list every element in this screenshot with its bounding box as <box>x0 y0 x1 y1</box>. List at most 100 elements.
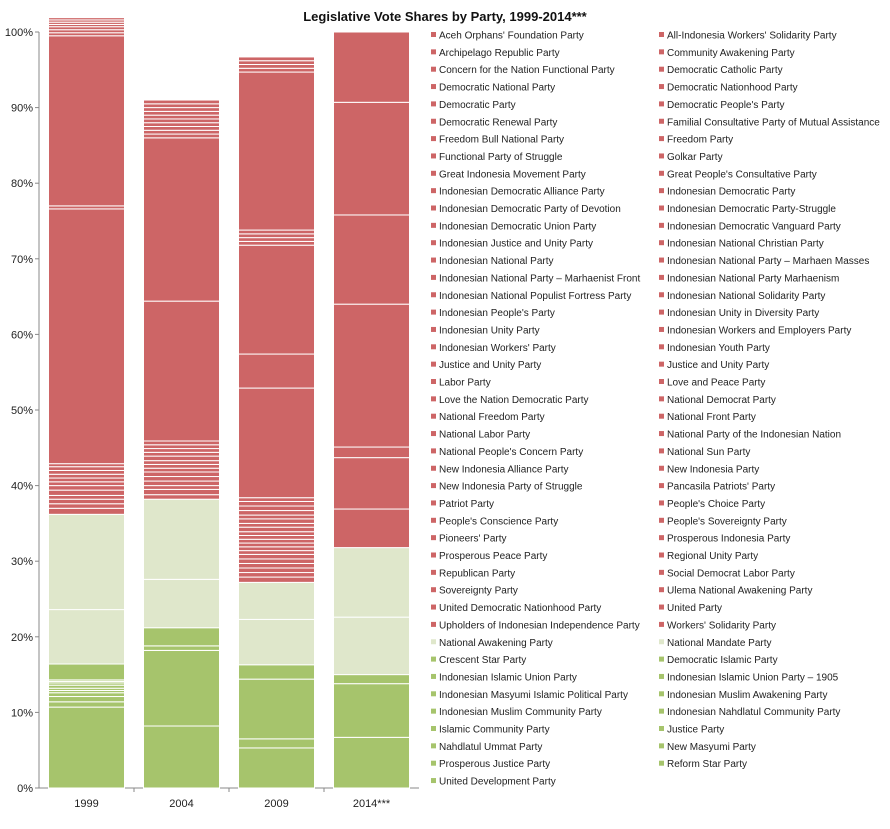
bar-segment-secular <box>238 531 315 536</box>
bar-segment-secular <box>143 476 220 482</box>
legend-swatch <box>659 240 664 246</box>
legend-swatch <box>431 222 436 228</box>
bar-segment-secular <box>143 480 220 487</box>
legend-swatch <box>431 535 436 541</box>
bar-segment-secular <box>238 387 315 499</box>
bar-segment-islamist <box>238 678 315 740</box>
legend-label: Love and Peace Party <box>667 378 765 389</box>
legend-swatch <box>659 205 664 211</box>
legend-label: National People's Concern Party <box>439 447 583 458</box>
bar-segment-islamic-pluralist <box>143 578 220 629</box>
legend-label: Indonesian Islamic Union Party – 1905 <box>667 672 839 683</box>
bar-segment-secular <box>238 244 315 355</box>
legend-swatch <box>659 188 664 194</box>
legend-swatch <box>431 760 436 766</box>
bar-segment-islamist <box>143 627 220 647</box>
legend-label: National Party of the Indonesian Nation <box>667 430 841 441</box>
legend-swatch <box>431 483 436 489</box>
legend-label: United Democratic Nationhood Party <box>439 603 601 614</box>
legend-label: Crescent Star Party <box>439 655 526 666</box>
bar-segment-secular <box>143 485 220 490</box>
bar-segment-secular <box>238 526 315 533</box>
legend-swatch <box>659 49 664 55</box>
bar-segment-secular <box>48 503 125 509</box>
legend-swatch <box>659 379 664 384</box>
legend-label: Pioneers' Party <box>439 534 507 545</box>
legend-swatch <box>659 292 664 298</box>
bar-segment-islamic-pluralist <box>238 581 315 620</box>
bar-segment-islamist <box>48 663 125 681</box>
bar-segment-secular <box>238 64 315 69</box>
bar-segment-secular <box>143 300 220 442</box>
bar-segment-secular <box>333 508 410 549</box>
bar-segment-islamic-pluralist <box>48 609 125 665</box>
legend-swatch <box>431 326 436 332</box>
legend-swatch <box>431 49 436 55</box>
bar-segment-secular <box>238 500 315 507</box>
legend-swatch <box>431 344 436 350</box>
legend-label: Functional Party of Struggle <box>439 152 563 163</box>
bar-segment-secular <box>143 455 220 462</box>
legend-label: National Front Party <box>667 412 756 423</box>
legend-swatch <box>659 760 664 766</box>
bar-segment-secular <box>48 35 125 207</box>
bar-segment-secular <box>143 129 220 135</box>
bar-segment-secular <box>238 562 315 569</box>
bar-segment-secular <box>143 488 220 496</box>
legend-label: People's Choice Party <box>667 499 765 510</box>
bar-segment-secular <box>333 303 410 448</box>
bar-segment-islamist <box>238 747 315 789</box>
legend-label: Democratic National Party <box>439 83 555 94</box>
legend-label: Sovereignty Party <box>439 586 518 597</box>
legend-swatch <box>659 153 664 159</box>
legend-swatch <box>431 431 436 437</box>
legend-label: Prosperous Peace Party <box>439 551 547 562</box>
legend-label: National Awakening Party <box>439 638 553 649</box>
legend-label: Indonesian National Party – Marhaen Mass… <box>667 256 869 267</box>
legend-label: Indonesian Workers' Party <box>439 343 556 354</box>
bar-segment-islamist <box>238 664 315 680</box>
bar-segment-islamist <box>333 674 410 685</box>
legend-swatch <box>659 708 664 714</box>
bar-segment-secular <box>333 101 410 216</box>
legend-swatch <box>659 569 664 575</box>
bar-segment-islamic-pluralist <box>238 618 315 666</box>
bar-segment-islamist <box>48 696 125 703</box>
bar-segment-islamist <box>48 701 125 708</box>
legend-label: Upholders of Indonesian Independence Par… <box>439 620 640 631</box>
y-tick-label: 0% <box>17 783 33 795</box>
legend-label: National Democrat Party <box>667 395 776 406</box>
bar-segment-islamist <box>333 683 410 738</box>
bar-segment-islamic-pluralist <box>48 513 125 611</box>
legend-label: United Party <box>667 603 722 614</box>
legend-label: Indonesian Muslim Community Party <box>439 707 602 718</box>
bar-segment-secular <box>48 208 125 465</box>
legend-swatch <box>431 708 436 714</box>
legend-swatch <box>431 274 436 280</box>
legend-label: Democratic Nationhood Party <box>667 83 798 94</box>
bar-segment-secular <box>238 505 315 512</box>
legend-swatch <box>431 188 436 194</box>
legend-label: New Indonesia Alliance Party <box>439 464 569 475</box>
legend-label: Justice and Unity Party <box>439 360 541 371</box>
legend-label: Justice and Unity Party <box>667 360 769 371</box>
legend-swatch <box>659 101 664 107</box>
legend-swatch <box>431 604 436 610</box>
legend-label: Love the Nation Democratic Party <box>439 395 589 406</box>
bar-segment-islamist <box>143 645 220 651</box>
bar-segment-secular <box>143 471 220 478</box>
legend-swatch <box>431 309 436 315</box>
legend-label: Indonesian Nahdlatul Community Party <box>667 707 840 718</box>
legend-label: Indonesian National Solidarity Party <box>667 291 825 302</box>
bar-segment-islamic-pluralist <box>333 547 410 618</box>
y-tick-label: 20% <box>11 632 33 644</box>
bar-segment-secular <box>143 467 220 473</box>
y-tick-label: 50% <box>11 405 33 417</box>
legend-swatch <box>659 743 664 749</box>
bar-segment-islamic-pluralist <box>333 616 410 676</box>
bar-segment-secular <box>143 463 220 469</box>
y-tick-label: 30% <box>11 556 33 568</box>
legend-label: Indonesian Masyumi Islamic Political Par… <box>439 690 628 701</box>
legend-label: Community Awakening Party <box>667 48 795 59</box>
